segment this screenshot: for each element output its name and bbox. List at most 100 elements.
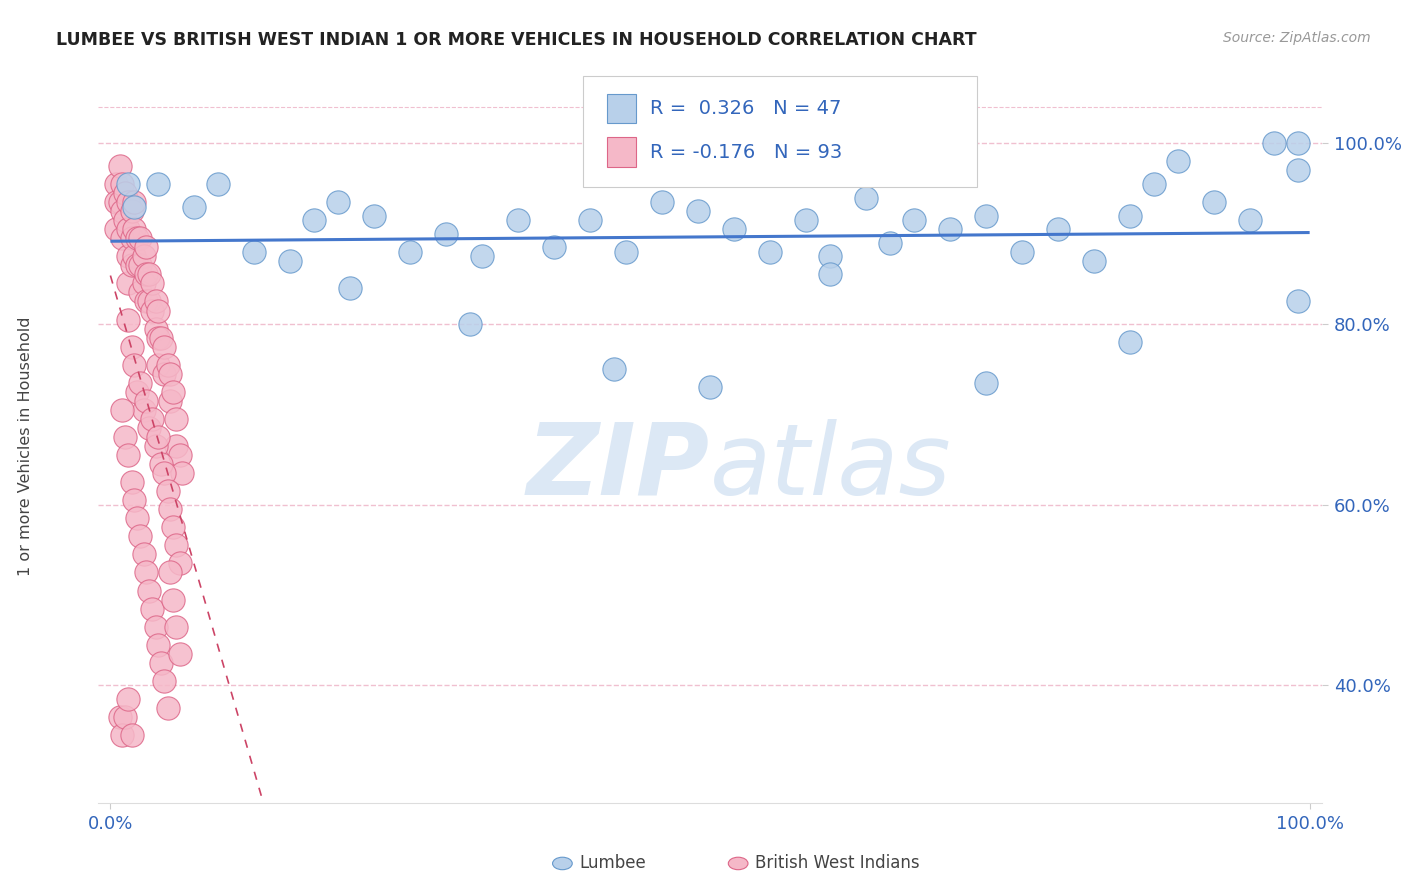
Point — [1167, 154, 1189, 169]
Text: LUMBEE VS BRITISH WEST INDIAN 1 OR MORE VEHICLES IN HOUSEHOLD CORRELATION CHART: LUMBEE VS BRITISH WEST INDIAN 1 OR MORE … — [56, 31, 977, 49]
Point — [121, 475, 143, 490]
Point — [111, 204, 134, 219]
Point — [818, 249, 841, 263]
Point — [165, 439, 187, 453]
Point — [1202, 195, 1225, 210]
Point — [124, 358, 146, 372]
Point — [114, 430, 136, 444]
Point — [148, 177, 170, 191]
Text: 1 or more Vehicles in Household: 1 or more Vehicles in Household — [18, 317, 32, 575]
Point — [117, 277, 139, 291]
Text: British West Indians: British West Indians — [755, 855, 920, 872]
Text: ZIP: ZIP — [527, 419, 710, 516]
Point — [172, 466, 194, 480]
Point — [129, 529, 152, 543]
Point — [1046, 222, 1069, 236]
Point — [458, 317, 481, 331]
Point — [162, 592, 184, 607]
Point — [614, 244, 637, 259]
Point — [124, 249, 146, 263]
Point — [159, 566, 181, 580]
Point — [153, 340, 176, 354]
Text: Source: ZipAtlas.com: Source: ZipAtlas.com — [1223, 31, 1371, 45]
Point — [434, 227, 457, 241]
Point — [117, 177, 139, 191]
Point — [699, 380, 721, 394]
Point — [159, 367, 181, 381]
Point — [114, 186, 136, 200]
Point — [794, 213, 817, 227]
Point — [135, 393, 157, 408]
Point — [207, 177, 229, 191]
Point — [132, 249, 155, 263]
Point — [169, 647, 191, 661]
Point — [141, 277, 163, 291]
Point — [153, 673, 176, 688]
Point — [1286, 294, 1309, 309]
Point — [129, 376, 152, 390]
Point — [121, 231, 143, 245]
Point — [183, 200, 205, 214]
Point — [117, 222, 139, 236]
Point — [759, 244, 782, 259]
Point — [328, 195, 350, 210]
Point — [105, 177, 128, 191]
Point — [149, 656, 172, 670]
Point — [1011, 244, 1033, 259]
Point — [135, 240, 157, 254]
Point — [105, 195, 128, 210]
Point — [1119, 209, 1142, 223]
Point — [165, 412, 187, 426]
Point — [135, 294, 157, 309]
Point — [148, 430, 170, 444]
Point — [162, 384, 184, 399]
Text: R =  0.326   N = 47: R = 0.326 N = 47 — [650, 99, 841, 118]
Point — [939, 222, 962, 236]
Point — [135, 566, 157, 580]
Point — [121, 340, 143, 354]
Point — [148, 330, 170, 344]
Point — [117, 312, 139, 326]
Point — [114, 710, 136, 724]
Text: R = -0.176   N = 93: R = -0.176 N = 93 — [650, 143, 842, 161]
Point — [108, 710, 131, 724]
Point — [108, 159, 131, 173]
Point — [1143, 177, 1166, 191]
Point — [1083, 253, 1105, 268]
Point — [114, 213, 136, 227]
Point — [1119, 335, 1142, 350]
Point — [132, 548, 155, 562]
Point — [121, 204, 143, 219]
Point — [156, 701, 179, 715]
Point — [141, 303, 163, 318]
Point — [117, 448, 139, 462]
Point — [159, 393, 181, 408]
Point — [111, 177, 134, 191]
Point — [124, 195, 146, 210]
Point — [129, 258, 152, 272]
Point — [471, 249, 494, 263]
Point — [121, 258, 143, 272]
Point — [111, 231, 134, 245]
Point — [149, 457, 172, 471]
Point — [1286, 163, 1309, 178]
Text: atlas: atlas — [710, 419, 952, 516]
Point — [145, 294, 167, 309]
Point — [304, 213, 326, 227]
Point — [132, 277, 155, 291]
Point — [125, 384, 148, 399]
Point — [148, 358, 170, 372]
Point — [121, 728, 143, 742]
Point — [125, 231, 148, 245]
Point — [169, 557, 191, 571]
Point — [138, 268, 160, 282]
Point — [159, 502, 181, 516]
Point — [117, 692, 139, 706]
Point — [1286, 136, 1309, 151]
Point — [363, 209, 385, 223]
Point — [125, 258, 148, 272]
Point — [124, 222, 146, 236]
Point — [162, 520, 184, 534]
Text: Lumbee: Lumbee — [579, 855, 645, 872]
Point — [855, 191, 877, 205]
